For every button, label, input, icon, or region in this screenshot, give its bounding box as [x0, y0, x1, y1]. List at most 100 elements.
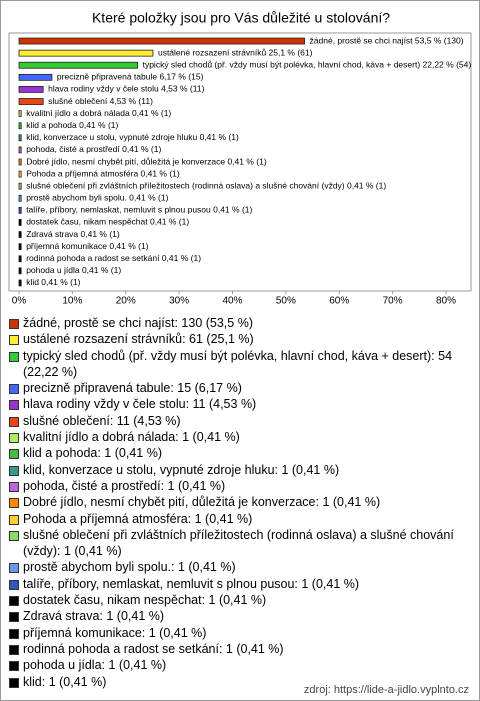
legend-label: ustálené rozsazení strávníků: 61 (25,1 %… [23, 332, 254, 347]
legend-swatch [9, 498, 19, 509]
legend-item: precizně připravená tabule: 15 (6,17 %) [9, 380, 471, 396]
legend-swatch [9, 612, 19, 623]
legend-item: pohoda u jídla: 1 (0,41 %) [9, 657, 471, 673]
legend: žádné, prostě se chci najíst: 130 (53,5 … [9, 315, 471, 690]
legend-label: klid: 1 (0,41 %) [23, 674, 107, 689]
bar [18, 49, 154, 57]
x-tick-label: 50% [276, 296, 296, 307]
source: zdroj: https://lide-a-jidlo.vyplnto.cz [303, 684, 469, 696]
bar-label: žádné, prostě se chci najíst 53,5 % (130… [310, 35, 464, 45]
legend-item: pohoda, čisté a prostředí: 1 (0,41 %) [9, 478, 471, 494]
bar [18, 194, 22, 202]
legend-label: klid, konverzace u stolu, vypnuté zdroje… [23, 462, 340, 477]
bar [18, 61, 138, 69]
bar-label: precizně připravená tabule 6,17 % (15) [57, 72, 204, 82]
legend-label: pohoda u jídla: 1 (0,41 %) [23, 658, 167, 673]
bar [18, 122, 22, 130]
legend-swatch [9, 400, 19, 411]
legend-label: typický sled chodů (př. vždy musí být po… [23, 348, 453, 379]
bar-label: typický sled chodů (př. vždy musí být po… [143, 59, 472, 69]
bar-label: prostě abychom byli spolu. 0,41 % (1) [26, 193, 168, 203]
legend-swatch [9, 384, 19, 395]
legend-item: rodinná pohoda a radost se setkání: 1 (0… [9, 641, 471, 657]
legend-swatch [9, 433, 19, 444]
bar [18, 182, 22, 190]
x-tick-label: 70% [383, 296, 403, 307]
bar [18, 231, 22, 238]
bar-label: klid 0,41 % (1) [26, 277, 80, 287]
legend-label: Zdravá strava: 1 (0,41 %) [23, 609, 165, 624]
legend-item: kvalitní jídlo a dobrá nálada: 1 (0,41 %… [9, 429, 471, 445]
legend-item: Pohoda a příjemná atmosféra: 1 (0,41 %) [9, 511, 471, 527]
bar [18, 219, 22, 226]
legend-item: talíře, příbory, nemlaskat, nemluvit s p… [9, 576, 471, 592]
legend-swatch [9, 644, 19, 655]
legend-item: Zdravá strava: 1 (0,41 %) [9, 608, 471, 624]
legend-swatch [9, 449, 19, 460]
bar-label: pohoda, čisté a prostředí 0,41 % (1) [26, 144, 161, 154]
x-tick-label: 20% [116, 296, 136, 307]
bar-label: pohoda u jídla 0,41 % (1) [26, 265, 121, 275]
legend-label: slušné oblečení: 11 (4,53 %) [23, 413, 181, 428]
bar [18, 243, 22, 251]
legend-item: klid, konverzace u stolu, vypnuté zdroje… [9, 462, 471, 478]
legend-item: žádné, prostě se chci najíst: 130 (53,5 … [9, 315, 471, 331]
legend-item: dostatek času, nikam nespěchat: 1 (0,41 … [9, 592, 471, 608]
bar-label: ustálené rozsazení strávníků 25,1 % (61) [158, 47, 313, 57]
legend-swatch [9, 628, 19, 639]
legend-label: kvalitní jídlo a dobrá nálada: 1 (0,41 %… [23, 430, 240, 445]
bar-label: slušné oblečení při zvláštních příležito… [26, 180, 386, 190]
bar [18, 98, 44, 105]
legend-item: příjemná komunikace: 1 (0,41 %) [9, 625, 471, 641]
legend-swatch [9, 514, 19, 525]
bar [18, 158, 22, 166]
bar [18, 255, 22, 263]
legend-swatch [9, 319, 19, 329]
legend-label: Dobré jídlo, nesmí chybět pití, důležitá… [23, 495, 381, 510]
legend-item: prostě abychom byli spolu.: 1 (0,41 %) [9, 559, 471, 575]
legend-item: slušné oblečení při zvláštních příležito… [9, 527, 471, 560]
legend-label: hlava rodiny vždy v čele stolu: 11 (4,53… [23, 397, 257, 412]
bar-label: Pohoda a příjemná atmosféra 0,41 % (1) [26, 168, 180, 178]
bar [18, 86, 44, 93]
legend-label: talíře, příbory, nemlaskat, nemluvit s p… [23, 576, 360, 591]
bar-label: hlava rodiny vždy v čele stolu 4,53 % (1… [48, 84, 204, 94]
x-tick-label: 0% [12, 296, 27, 307]
legend-item: klid a pohoda: 1 (0,41 %) [9, 445, 471, 461]
legend-item: klid: 1 (0,41 %) [9, 674, 471, 690]
legend-label: slušné oblečení při zvláštních příležito… [23, 527, 454, 559]
legend-label: dostatek času, nikam nespěchat: 1 (0,41 … [23, 593, 267, 608]
legend-item: typický sled chodů (př. vždy musí být po… [9, 348, 471, 381]
legend-label: klid a pohoda: 1 (0,41 %) [23, 446, 162, 461]
bar-label: talíře, příbory, nemlaskat, nemluvit s p… [26, 205, 252, 215]
bar [18, 267, 22, 275]
x-tick-label: 80% [436, 296, 456, 307]
bar-label: Zdravá strava 0,41 % (1) [26, 229, 120, 239]
legend-item: Dobré jídlo, nesmí chybět pití, důležitá… [9, 494, 471, 510]
x-tick-label: 30% [169, 296, 189, 307]
legend-swatch [9, 416, 19, 427]
legend-label: rodinná pohoda a radost se setkání: 1 (0… [23, 641, 284, 656]
bar [18, 73, 53, 81]
legend-item: hlava rodiny vždy v čele stolu: 11 (4,53… [9, 396, 471, 412]
chart-title: Které položky jsou pro Vás důležité u st… [92, 10, 390, 26]
bar-label: slušné oblečení 4,53 % (11) [48, 96, 153, 106]
legend-swatch [9, 677, 19, 688]
legend-label: prostě abychom byli spolu.: 1 (0,41 %) [23, 560, 236, 575]
bar [18, 37, 305, 45]
legend-item: slušné oblečení: 11 (4,53 %) [9, 413, 471, 429]
bar-label: kvalitní jídlo a dobrá nálada 0,41 % (1) [26, 108, 171, 118]
legend-swatch [9, 596, 19, 607]
legend-label: Pohoda a příjemná atmosféra: 1 (0,41 %) [23, 511, 253, 526]
bar-label: příjemná komunikace 0,41 % (1) [26, 241, 149, 251]
bar [18, 170, 22, 178]
legend-swatch [9, 351, 19, 362]
legend-swatch [9, 530, 19, 541]
x-tick-label: 40% [222, 296, 242, 307]
bar-label: rodinná pohoda a radost se setkání 0,41 … [26, 253, 201, 263]
legend-swatch [9, 335, 19, 346]
legend-swatch [9, 465, 19, 476]
plot-frame [8, 32, 472, 292]
legend-label: pohoda, čisté a prostředí: 1 (0,41 %) [23, 478, 226, 493]
